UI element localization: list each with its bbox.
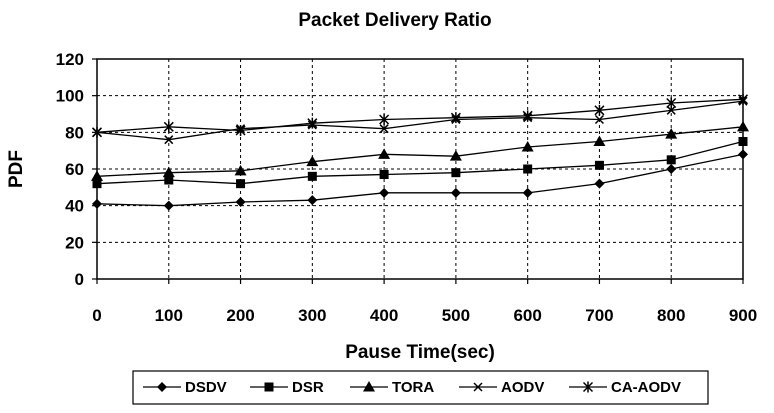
y-tick-label: 40 xyxy=(65,197,84,216)
legend-marker xyxy=(363,381,375,392)
data-point xyxy=(666,164,677,174)
series-line xyxy=(96,153,744,207)
data-point xyxy=(522,110,533,122)
series-line xyxy=(96,98,744,133)
data-point xyxy=(450,187,461,198)
data-point xyxy=(738,137,748,146)
data-point xyxy=(306,155,319,167)
data-point xyxy=(91,170,103,181)
y-tick-label: 80 xyxy=(65,123,84,142)
legend-marker xyxy=(157,382,167,392)
data-point xyxy=(91,126,103,138)
series-tora xyxy=(91,120,749,181)
x-tick-label: 700 xyxy=(585,306,613,325)
y-tick-label: 20 xyxy=(65,233,84,252)
y-axis-title: PDF xyxy=(6,150,27,188)
x-axis: 0 100 200 300 400 500 600 700 800 900 xyxy=(92,279,757,325)
series-dsr xyxy=(92,137,748,189)
data-point xyxy=(379,124,389,134)
x-tick-label: 300 xyxy=(298,306,326,325)
data-point xyxy=(521,141,534,152)
grid xyxy=(97,59,743,279)
legend-label: TORA xyxy=(392,379,434,396)
data-point xyxy=(666,155,676,165)
legend-label: DSR xyxy=(292,379,324,396)
data-point xyxy=(593,135,606,146)
data-point xyxy=(594,178,605,189)
data-point xyxy=(162,166,175,178)
legend-marker xyxy=(582,381,594,393)
data-point xyxy=(307,171,317,181)
legend-items: DSDV DSR TORA AODV CA-AODV xyxy=(143,379,681,396)
legend-item: CA-AODV xyxy=(569,379,681,396)
data-point xyxy=(666,97,677,109)
data-point xyxy=(737,93,749,105)
legend-label: DSDV xyxy=(185,379,227,396)
data-point xyxy=(451,168,461,178)
legend-item: DSDV xyxy=(143,379,227,396)
x-axis-title: Pause Time(sec) xyxy=(345,342,495,363)
x-tick-label: 800 xyxy=(657,306,685,325)
data-point xyxy=(449,150,462,161)
data-point xyxy=(163,200,174,211)
x-tick-label: 600 xyxy=(513,306,541,325)
data-point xyxy=(234,164,247,176)
legend xyxy=(132,370,709,405)
data-point xyxy=(666,105,676,115)
series-line xyxy=(96,140,744,185)
legend-label: AODV xyxy=(501,379,544,396)
data-point xyxy=(163,121,174,133)
data-point xyxy=(92,179,102,189)
x-tick-label: 100 xyxy=(155,306,183,325)
data-point xyxy=(379,170,389,179)
legend-item: AODV xyxy=(459,379,544,396)
data-point xyxy=(236,179,246,189)
data-point xyxy=(307,195,318,206)
y-tick-label: 120 xyxy=(56,50,84,69)
y-axis: 0 20 40 60 80 100 120 xyxy=(56,50,97,289)
y-tick-label: 100 xyxy=(56,87,84,106)
data-point xyxy=(594,160,604,170)
data-point xyxy=(164,135,174,145)
data-point xyxy=(307,117,318,129)
data-point xyxy=(665,128,678,139)
x-tick-label: 0 xyxy=(92,306,101,325)
x-tick-label: 500 xyxy=(442,306,470,325)
data-point xyxy=(235,125,246,136)
series-line xyxy=(96,100,744,141)
data-point xyxy=(738,149,748,160)
legend-marker xyxy=(473,382,483,392)
series-layer xyxy=(91,93,749,211)
data-point xyxy=(450,112,461,124)
chart-title: Packet Delivery Ratio xyxy=(298,10,491,31)
y-tick-label: 60 xyxy=(65,160,84,179)
series-ca-aodv xyxy=(91,93,749,138)
legend-marker xyxy=(264,382,274,392)
y-tick-label: 0 xyxy=(75,270,84,289)
data-point xyxy=(92,198,102,209)
x-tick-label: 900 xyxy=(729,306,757,325)
legend-item: TORA xyxy=(350,379,434,396)
data-point xyxy=(164,175,174,185)
x-tick-label: 400 xyxy=(370,306,398,325)
data-point xyxy=(523,164,533,174)
series-line xyxy=(96,126,744,177)
data-point xyxy=(737,120,749,132)
data-point xyxy=(379,114,390,125)
data-point xyxy=(594,104,605,116)
x-tick-label: 200 xyxy=(226,306,254,325)
legend-label: CA-AODV xyxy=(611,379,681,396)
data-point xyxy=(379,187,390,198)
data-point xyxy=(235,197,246,207)
series-dsdv xyxy=(92,149,748,211)
legend-item: DSR xyxy=(250,379,324,396)
data-point xyxy=(378,148,391,159)
data-point xyxy=(594,114,604,125)
data-point xyxy=(522,187,533,198)
